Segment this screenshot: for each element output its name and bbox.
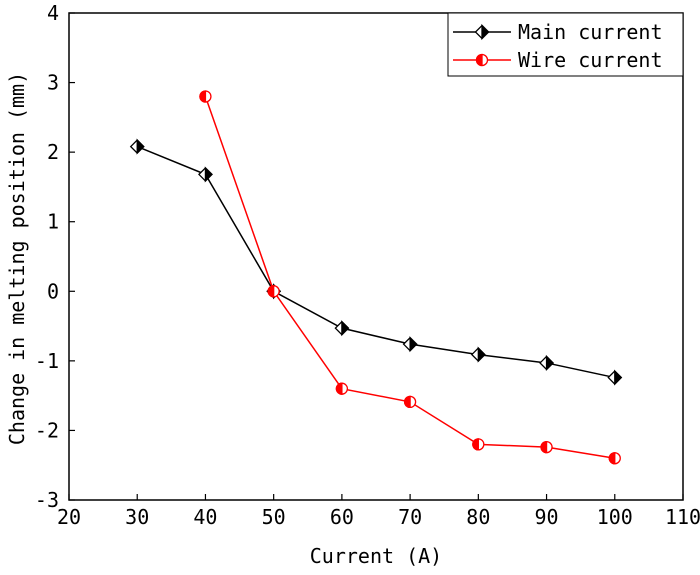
plot-frame [68,12,684,501]
data-point [402,336,418,353]
legend-marker [475,53,489,67]
y-tick-label: 4 [47,1,59,25]
y-tick-label: 0 [47,279,59,303]
y-tick-label: 1 [47,210,59,234]
data-point [199,90,212,103]
legend-label: Wire current [518,48,663,72]
x-tick-label: 110 [665,505,700,529]
data-point [470,346,486,363]
x-axis-title: Current (A) [310,544,442,568]
y-axis-ticks: -3 -2 -1 0 1 2 3 4 [35,1,75,512]
data-point [403,395,417,409]
y-axis-title: Change in melting position (mm) [5,72,29,445]
y-tick-label: -3 [35,488,59,512]
data-point [607,369,623,386]
y-tick-label: 2 [47,140,59,164]
x-axis-ticks: 20 30 40 50 60 70 80 90 100 110 [57,494,700,529]
x-tick-label: 60 [330,505,354,529]
legend-box [447,12,684,77]
x-tick-label: 30 [125,505,149,529]
x-tick-label: 50 [262,505,286,529]
x-tick-label: 70 [398,505,422,529]
x-tick-label: 80 [466,505,490,529]
data-point [198,166,213,183]
x-tick-label: 90 [535,505,559,529]
data-point [334,320,350,337]
chart-marks [129,90,623,465]
data-point [539,354,554,372]
data-point [335,382,349,395]
data-point [129,138,145,155]
data-point [540,440,553,454]
legend-marker [474,23,490,41]
legend-label: Main current [518,20,663,44]
data-point [472,438,485,451]
legend: Main current Wire current [447,12,684,77]
x-tick-label: 100 [597,505,633,529]
series-line-0 [136,145,615,379]
data-point [267,285,280,298]
y-tick-label: -2 [35,418,59,442]
data-point [608,452,621,465]
x-tick-label: 40 [193,505,217,529]
y-tick-label: 3 [47,71,59,95]
y-tick-label: -1 [35,349,59,373]
x-tick-label: 20 [57,505,81,529]
